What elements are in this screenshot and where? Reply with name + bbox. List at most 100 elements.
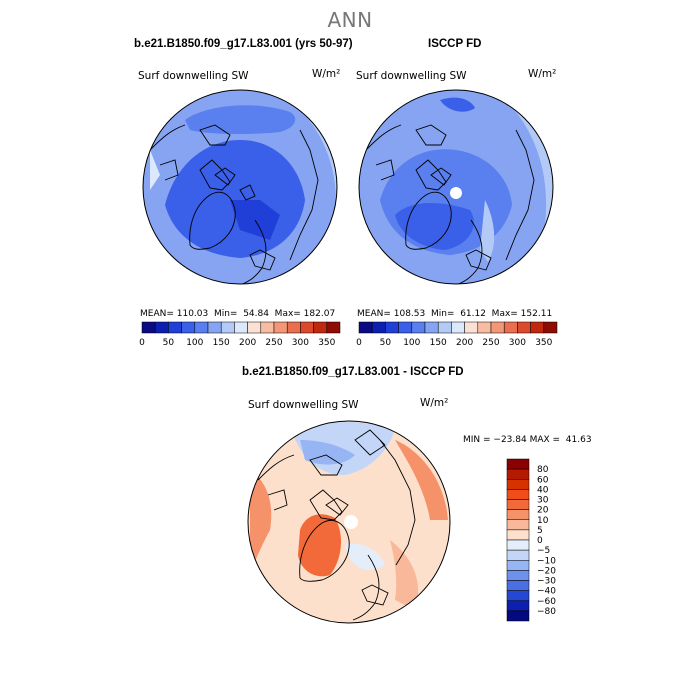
panel3-colorbar-tick-label: 10 — [537, 516, 549, 526]
panel1-colorbar-tick-label: 200 — [239, 338, 256, 348]
panel3-colorbar-swatch — [506, 610, 530, 622]
panel3-colorbar-tick-label: −10 — [537, 556, 556, 566]
panel2-colorbar-swatch — [464, 321, 479, 334]
panel3-colorbar-swatch — [506, 529, 530, 541]
panel1-colorbar-swatch — [234, 321, 248, 334]
panel3-colorbar-swatch — [506, 539, 530, 551]
panel2-map-border — [358, 89, 554, 285]
panel1-colorbar-tick-label: 0 — [139, 338, 145, 348]
panel1-variable: Surf downwelling SW — [138, 70, 249, 82]
panel1-case-title: b.e21.B1850.f09_g17.L83.001 (yrs 50-97) — [134, 38, 353, 50]
panel1-colorbar-swatch — [141, 321, 156, 334]
panel1-colorbar-swatch — [181, 321, 196, 334]
panel2-colorbar-swatch — [437, 321, 452, 334]
panel3-map-border — [247, 420, 451, 624]
panel1-colorbar-swatch — [220, 321, 235, 334]
panel1-colorbar: 0 50 100 150 200 250 300 350 — [139, 321, 341, 348]
panel3-colorbar-swatch — [506, 570, 530, 581]
panel2-colorbar-tick-label: 300 — [509, 338, 526, 348]
panel2-colorbar-tick-label: 200 — [456, 338, 473, 348]
panel3-colorbar-swatch — [506, 519, 530, 531]
panel1-colorbar-swatch — [300, 321, 314, 334]
panel3-case-title: b.e21.B1850.f09_g17.L83.001 - ISCCP FD — [242, 366, 464, 378]
panel2-colorbar-swatch — [371, 321, 386, 334]
panel1-colorbar-swatch — [247, 321, 262, 334]
panel2-map — [359, 90, 553, 284]
panel2-colorbar-tick-label: 50 — [380, 338, 392, 348]
panel2-colorbar-tick-label: 150 — [430, 338, 447, 348]
panel1-colorbar-swatch — [207, 321, 222, 334]
panel1-colorbar-tick-label: 250 — [265, 338, 282, 348]
panel3-colorbar-tick-label: 0 — [537, 536, 543, 546]
panel3-field-pos-southeast — [390, 540, 419, 610]
panel1-colorbar-swatch — [194, 321, 209, 334]
panel2-colorbar-swatch — [477, 321, 492, 334]
panel1-units: W/m² — [312, 68, 341, 80]
panel1-colorbar-swatch — [273, 321, 288, 334]
panel2-colorbar-swatch — [398, 321, 413, 334]
panel1-map-border — [142, 89, 338, 285]
panel2-field-dark — [395, 203, 474, 250]
panel3-colorbar-tick-label: −40 — [537, 587, 556, 597]
panel2-colorbar: 0 50 100 150 200 250 300 350 — [356, 321, 558, 348]
panel2-colorbar-swatch — [451, 321, 465, 334]
panel3-colorbar-tick-label: −30 — [537, 577, 556, 587]
panel1-field-mid — [185, 105, 296, 135]
panel3-colorbar-swatch — [506, 468, 530, 480]
panel3-coastlines — [257, 429, 416, 621]
panel2-colorbar-swatch — [543, 321, 558, 334]
panel3-colorbar-swatch — [506, 499, 530, 510]
panel2-colorbar-swatch — [530, 321, 545, 334]
panel3-colorbar-swatch — [506, 489, 530, 500]
panel3-colorbar-tick-label: −20 — [537, 566, 556, 576]
panel1-colorbar-tick-label: 300 — [292, 338, 309, 348]
panel3-colorbar-swatch — [506, 479, 530, 490]
panel2-units: W/m² — [528, 68, 557, 80]
panel3-field-pos-greenland — [298, 514, 342, 577]
panel2-colorbar-swatch — [517, 321, 531, 334]
panel3-field-pos-east — [395, 440, 448, 520]
panel3-colorbar-tick-label: 20 — [537, 506, 549, 516]
panel1-colorbar-tick-label: 350 — [318, 338, 335, 348]
panel1-colorbar-swatch — [326, 321, 341, 334]
panel2-field-dark-north — [440, 97, 475, 112]
panel3-colorbar-swatch — [506, 580, 530, 591]
panel1-colorbar-swatch — [154, 321, 169, 334]
panel3-colorbar-swatch — [506, 600, 530, 612]
panel2-colorbar-swatch — [503, 321, 518, 334]
panel1-colorbar-tick-label: 100 — [186, 338, 203, 348]
panel1-stats: MEAN= 110.03 Min= 54.84 Max= 182.07 — [140, 309, 336, 319]
panel2-variable: Surf downwelling SW — [356, 70, 467, 82]
panel3-field-pos-west — [250, 470, 272, 575]
panel2-stats: MEAN= 108.53 Min= 61.12 Max= 152.11 — [357, 309, 553, 319]
panel3-colorbar-tick-label: 80 — [537, 465, 549, 475]
panel3-colorbar-tick-label: −60 — [537, 597, 556, 607]
panel3-stats: MIN = −23.84 MAX = 41.63 — [463, 435, 592, 445]
panel2-colorbar-tick-label: 350 — [535, 338, 552, 348]
panel2-field-light-east — [480, 200, 495, 262]
panel3-missing-pole — [344, 515, 358, 529]
panel3-colorbar-tick-label: 40 — [537, 485, 549, 495]
panel1-field-lightest — [150, 150, 160, 190]
panel3-colorbar-swatch — [506, 549, 530, 561]
panel2-colorbar-tick-label: 100 — [403, 338, 420, 348]
panel3-colorbar-swatch — [506, 590, 530, 601]
panel2-colorbar-swatch — [358, 321, 373, 334]
panel3-colorbar-swatch — [506, 458, 530, 470]
panel3-variable: Surf downwelling SW — [248, 399, 359, 411]
panel3-colorbar-tick-label: 60 — [537, 475, 549, 485]
panel3-map — [248, 421, 450, 623]
panel2-missing-pole — [450, 187, 462, 199]
panel3-colorbar-tick-label: 5 — [537, 526, 543, 536]
panel1-map — [143, 90, 337, 284]
panel2-colorbar-swatch — [385, 321, 399, 334]
panel2-colorbar-tick-label: 250 — [482, 338, 499, 348]
panel3-field-neg-center — [345, 543, 385, 570]
panel2-case-title: ISCCP FD — [428, 38, 482, 50]
panel3-colorbar-swatch — [506, 560, 530, 571]
panel2-colorbar-swatch — [424, 321, 439, 334]
panel3-colorbar-tick-label: −80 — [537, 607, 556, 617]
panel1-coastlines — [149, 124, 319, 284]
